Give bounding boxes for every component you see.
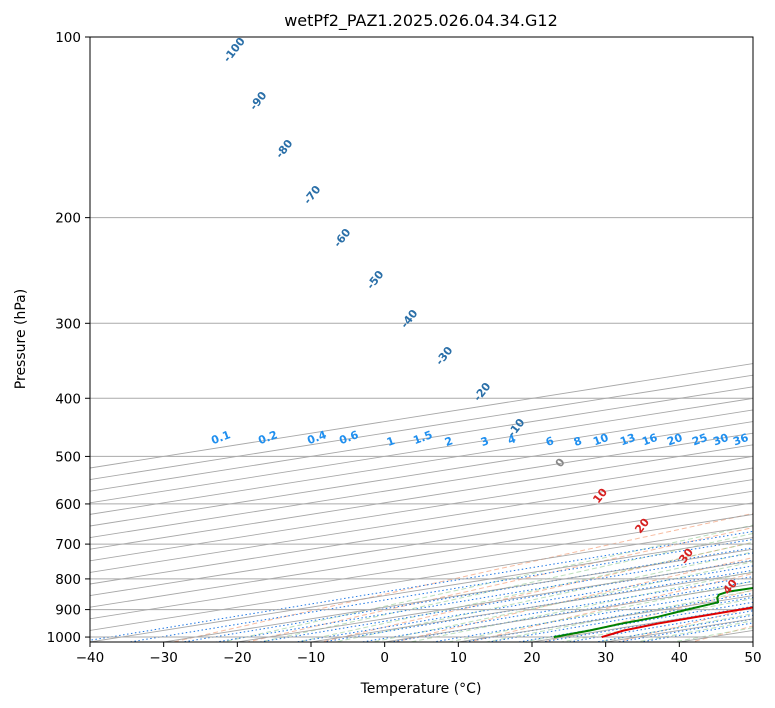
y-tick-label: 1000 [47,630,81,646]
isotherm-line [90,525,753,631]
x-tick-label: −30 [149,650,178,666]
y-tick-label: 900 [55,603,81,619]
mixing-ratio-label: 20 [665,431,684,449]
y-axis-ticks: 100 200 300 400 500 600 700 800 900 1000 [47,30,90,646]
plot-frame [89,36,754,643]
mixing-ratio-line [593,614,753,642]
y-tick-label: 500 [55,449,81,465]
x-tick-label: 30 [597,650,614,666]
moist-adiabat-line [370,561,753,642]
mixing-ratio-label: 16 [640,431,659,449]
background-lines [90,512,753,642]
x-tick-label: −20 [223,650,252,666]
mixing-ratio-label: 1.5 [411,428,434,447]
x-tick-label: −10 [297,650,326,666]
mixing-ratio-label: 1 [385,434,397,449]
isotherm-line [90,455,753,562]
y-tick-label: 700 [55,537,81,553]
isotherm-line [90,444,753,550]
x-tick-label: 0 [380,650,389,666]
isotherm-line [90,479,753,585]
plot-area [90,37,753,642]
mixing-ratio-line [485,596,753,642]
chart-title: wetPf2_PAZ1.2025.026.04.34.G12 [284,11,558,31]
mixing-ratio-label: 30 [711,431,730,449]
mixing-ratio-line [359,576,753,642]
mixing-ratio-label: 0.2 [256,428,279,447]
moist-adiabat-line [332,551,753,642]
mixing-ratio-label: 13 [618,431,637,448]
mixing-ratio-label: 2 [443,434,455,449]
mixing-ratio-line [293,565,753,642]
y-tick-label: 200 [55,211,81,227]
mixing-ratio-line [539,605,753,642]
x-axis-ticks: −40 −30 −20 −10 0 10 20 30 40 50 [76,642,762,666]
isotherm-line [90,467,753,573]
y-tick-label: 600 [55,497,81,513]
mixing-ratio-label: 0.1 [209,428,232,447]
y-tick-label: 100 [55,30,81,46]
y-tick-label: 300 [55,316,81,332]
y-tick-label: 400 [55,391,81,407]
grid-lines [90,37,753,642]
y-axis-title: Pressure (hPa) [13,289,29,389]
moist-adiabat-line [558,605,753,642]
moist-adiabat-line [483,589,753,642]
mixing-ratio-label: 25 [690,431,709,448]
isotherm-line [90,513,753,620]
mixing-ratio-line [90,530,753,641]
isotherm-line [90,537,753,642]
x-tick-label: 10 [450,650,467,666]
x-tick-label: −40 [76,650,105,666]
x-tick-label: 50 [744,650,761,666]
x-tick-label: 20 [523,650,540,666]
mixing-ratio-label: 36 [731,431,750,449]
mixing-ratio-label: 0.4 [305,428,328,447]
mixing-ratio-label: 10 [591,431,610,449]
moist-adiabat-line [445,580,753,642]
isotherm-line [90,490,753,597]
mixing-ratio-label: 8 [572,434,584,449]
y-tick-label: 800 [55,572,81,588]
mixing-ratio-line [430,587,753,642]
mixing-ratio-label: 6 [544,434,556,449]
mixing-ratio-line [638,622,753,642]
x-tick-label: 40 [671,650,688,666]
mixing-ratio-label: 3 [479,434,491,449]
dry-adiabat-line [171,512,753,642]
x-axis-title: Temperature (°C) [360,681,482,697]
isotherm-line [90,502,753,608]
mixing-ratio-label: 0.6 [337,428,360,447]
mixing-ratio-label: 4 [506,432,518,447]
